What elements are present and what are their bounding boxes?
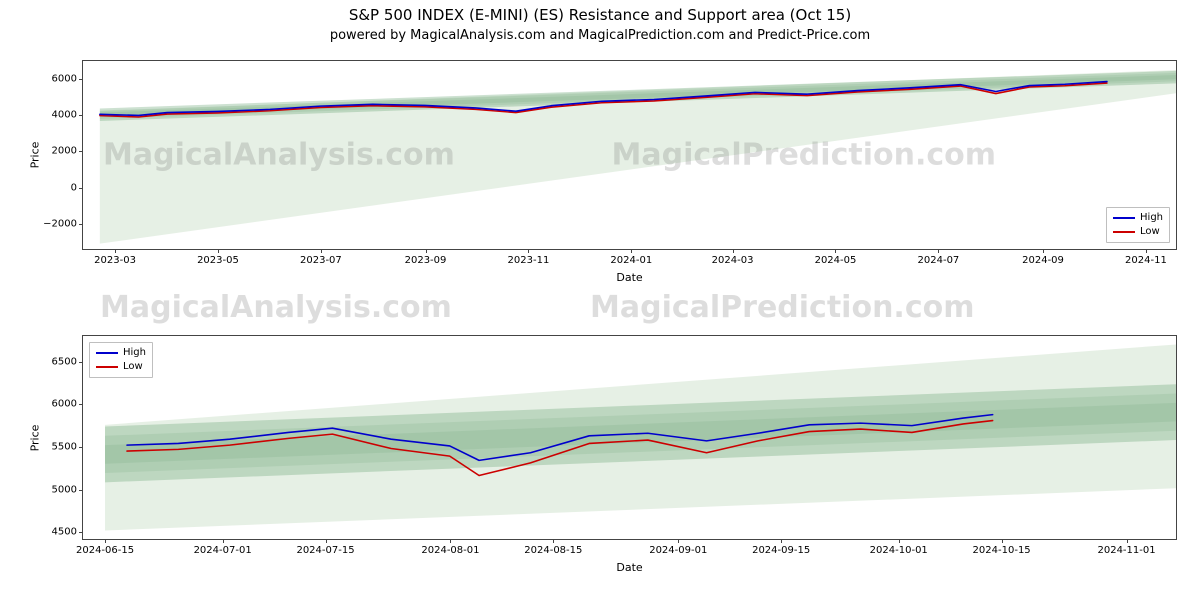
xtick-label: 2024-01	[610, 255, 652, 266]
xlabel-bottom: Date	[616, 561, 642, 574]
legend-row-low: Low	[1113, 225, 1163, 239]
legend-label-high: High	[1140, 211, 1163, 225]
legend-line-low	[96, 366, 118, 368]
xtick-label: 2023-09	[405, 255, 447, 266]
xtick-label: 2024-06-15	[76, 545, 134, 556]
ytick-label: 2000	[52, 146, 77, 157]
chart-top: Price Date MagicalAnalysis.com MagicalPr…	[82, 60, 1177, 250]
legend-row-high: High	[96, 346, 146, 360]
ytick-label: 6500	[52, 356, 77, 367]
xtick-label: 2024-10-01	[870, 545, 928, 556]
legend-line-low	[1113, 231, 1135, 233]
xtick-label: 2024-07	[918, 255, 960, 266]
legend-line-high	[1113, 217, 1135, 219]
xtick-label: 2024-09-01	[649, 545, 707, 556]
xtick-label: 2024-09-15	[752, 545, 810, 556]
xtick-label: 2024-11	[1125, 255, 1167, 266]
legend-label-low: Low	[1140, 225, 1160, 239]
page-title: S&P 500 INDEX (E-MINI) (ES) Resistance a…	[0, 6, 1200, 24]
ytick-label: 6000	[52, 399, 77, 410]
legend-bottom: High Low	[89, 342, 153, 378]
ylabel-top: Price	[29, 142, 42, 169]
xtick-label: 2023-11	[508, 255, 550, 266]
legend-row-high: High	[1113, 211, 1163, 225]
ytick-label: 4000	[52, 110, 77, 121]
xtick-label: 2024-10-15	[973, 545, 1031, 556]
legend-top: High Low	[1106, 207, 1170, 243]
xtick-label: 2023-05	[197, 255, 239, 266]
ylabel-bottom: Price	[29, 424, 42, 451]
ytick-label: 0	[71, 182, 77, 193]
xtick-label: 2024-05	[815, 255, 857, 266]
chart-top-svg	[83, 61, 1176, 249]
ytick-label: 4500	[52, 527, 77, 538]
xtick-label: 2023-07	[300, 255, 342, 266]
watermark-prediction-mid: MagicalPrediction.com	[590, 290, 974, 325]
xtick-label: 2023-03	[94, 255, 136, 266]
xtick-label: 2024-09	[1022, 255, 1064, 266]
xtick-label: 2024-07-15	[296, 545, 354, 556]
ytick-label: 5000	[52, 484, 77, 495]
legend-label-low: Low	[123, 360, 143, 374]
ytick-label: 6000	[52, 74, 77, 85]
ytick-label: 5500	[52, 442, 77, 453]
legend-label-high: High	[123, 346, 146, 360]
xtick-label: 2024-08-01	[421, 545, 479, 556]
page-subtitle: powered by MagicalAnalysis.com and Magic…	[0, 28, 1200, 43]
ytick-label: −2000	[43, 218, 77, 229]
xlabel-top: Date	[616, 271, 642, 284]
watermark-analysis-mid: MagicalAnalysis.com	[100, 290, 452, 325]
xtick-label: 2024-03	[712, 255, 754, 266]
legend-row-low: Low	[96, 360, 146, 374]
chart-bottom: Price Date High Low 45005000550060006500…	[82, 335, 1177, 540]
xtick-label: 2024-11-01	[1097, 545, 1155, 556]
xtick-label: 2024-08-15	[524, 545, 582, 556]
chart-bottom-svg	[83, 336, 1176, 539]
legend-line-high	[96, 352, 118, 354]
xtick-label: 2024-07-01	[194, 545, 252, 556]
